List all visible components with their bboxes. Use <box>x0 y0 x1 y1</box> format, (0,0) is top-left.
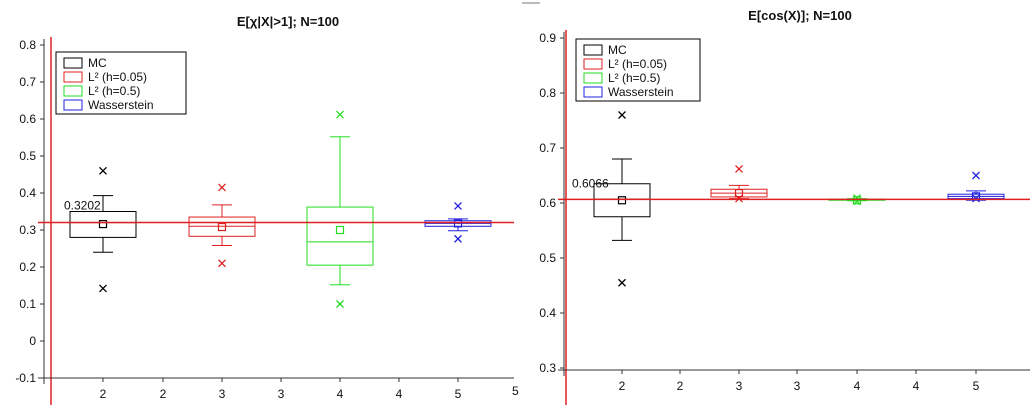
y-tick-label: 0.3 <box>19 223 36 237</box>
outlier-marker <box>218 259 226 268</box>
legend-frame <box>575 38 701 102</box>
chart-title: E[χ|X|>1]; N=100 <box>237 14 339 29</box>
reference-label: 0.6066 <box>572 176 609 190</box>
box-body <box>306 206 374 266</box>
outlier-marker <box>735 164 743 173</box>
right-chart-panel: E[cos(X)]; N=100 0.9 0.8 0.7 0.6 0.5 0.4 0.3 2 2 3… <box>539 8 1030 405</box>
legend-swatch <box>63 99 83 111</box>
x-tick-label: 3 <box>736 379 743 393</box>
outlier-marker <box>99 166 107 175</box>
legend-label: L² (h=0.05) <box>608 57 667 71</box>
y-tick-label: -0.1 <box>15 371 36 385</box>
y-tick-label: 0.9 <box>539 31 556 45</box>
reference-label: 0.3202 <box>64 199 101 213</box>
y-tick-label: 0.1 <box>19 297 36 311</box>
legend-swatch <box>583 58 603 70</box>
box-series-2 <box>306 110 374 308</box>
outlier-marker <box>336 110 344 119</box>
legend-swatch <box>63 71 83 83</box>
y-tick-label: 0.5 <box>539 251 556 265</box>
y-tick-label: 0.8 <box>19 38 36 52</box>
mean-marker <box>98 219 108 229</box>
legend-swatch <box>583 86 603 98</box>
mean-marker <box>335 225 345 235</box>
x-tick-label: 3 <box>278 387 285 401</box>
mean-marker <box>453 219 463 228</box>
x-tick-label: 2 <box>619 379 626 393</box>
outlier-marker <box>972 194 980 203</box>
legend-swatch <box>583 72 603 84</box>
legend-label: L² (h=0.05) <box>88 70 147 84</box>
y-tick-label: 0.5 <box>19 149 36 163</box>
y-tick-label: 0.7 <box>19 75 36 89</box>
x-tick-label: 5 <box>973 379 980 393</box>
legend-swatch <box>63 85 83 97</box>
y-tick-label: 0.7 <box>539 141 556 155</box>
y-tick-label: 0.2 <box>19 260 36 274</box>
legend-label: L² (h=0.5) <box>608 71 660 85</box>
x-tick-label: 4 <box>913 379 920 393</box>
x-tick-label: 4 <box>337 387 344 401</box>
y-tick-label: 0.4 <box>19 186 36 200</box>
x-tick-label: 4 <box>854 379 861 393</box>
outlier-marker <box>454 201 462 210</box>
y-tick-label: 0.6 <box>19 112 36 126</box>
box-series-3 <box>424 201 492 243</box>
y-tick-label: 0.4 <box>539 306 556 320</box>
y-tick-label: 0.3 <box>539 361 556 375</box>
mean-marker <box>217 222 227 232</box>
legend-label: Wasserstein <box>608 85 674 99</box>
x-tick-label: 2 <box>100 387 107 401</box>
y-tick-label: 0.8 <box>539 86 556 100</box>
outlier-marker <box>972 171 980 180</box>
outlier-marker <box>735 194 743 203</box>
box-body <box>593 183 651 218</box>
y-tick-label: 0.6 <box>539 196 556 210</box>
legend-frame <box>55 51 187 115</box>
y-tick-label: 0 <box>29 334 36 348</box>
x-tick-label: 3 <box>794 379 801 393</box>
outlier-marker <box>853 194 861 203</box>
x-tick-label: 2 <box>677 379 684 393</box>
x-tick-label: 2 <box>160 387 167 401</box>
outlier-marker <box>618 278 626 287</box>
outlier-marker <box>618 111 626 119</box>
box-series-1 <box>710 164 768 203</box>
left-chart-panel: E[χ|X|>1]; N=100 0.8 0.7 0.6 0.5 0.4 0.3 0.2 0.1… <box>15 14 519 405</box>
x-tick-label: 5 <box>455 387 462 401</box>
box-body <box>69 211 137 238</box>
box-series-1 <box>188 183 256 268</box>
x-tick-label: 3 <box>219 387 226 401</box>
outlier-marker <box>99 284 107 293</box>
chart-title: E[cos(X)]; N=100 <box>748 8 852 23</box>
mean-marker <box>852 196 862 205</box>
legend-label: Wasserstein <box>88 98 154 112</box>
box-series-3 <box>947 171 1005 203</box>
outlier-marker <box>218 183 226 192</box>
mean-marker <box>734 189 744 198</box>
legend-label: L² (h=0.5) <box>88 84 140 98</box>
legend-swatch <box>583 44 603 56</box>
outlier-marker <box>454 234 462 243</box>
x-tick-label: 4 <box>396 387 403 401</box>
legend-label: MC <box>88 56 107 70</box>
legend-swatch <box>63 57 83 69</box>
legend-label: MC <box>608 43 627 57</box>
x-tick-label-edge: 5 <box>512 384 519 398</box>
mean-marker <box>617 196 627 205</box>
outlier-marker <box>336 300 344 308</box>
